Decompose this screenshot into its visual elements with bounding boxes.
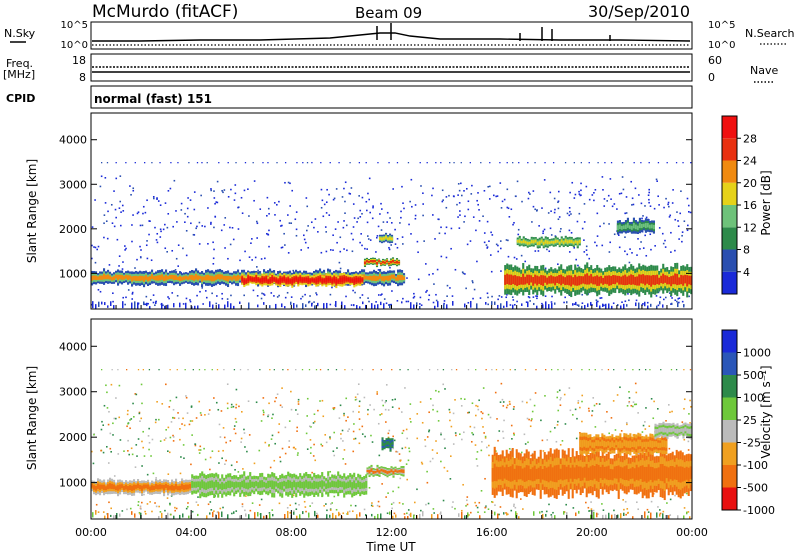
cpid-panel-frame [90, 85, 693, 109]
power-colorbar-segment [722, 138, 737, 161]
nsky-tick-bottom: 10^0 [61, 40, 88, 51]
velocity-colorbar-label: 500 [743, 369, 764, 382]
power-colorbar-label: 4 [743, 266, 750, 279]
power-patch-1 [378, 232, 394, 244]
velocity-region-0 [91, 477, 194, 497]
velocity-colorbar-label: 1000 [743, 347, 771, 360]
velocity-colorbar-segment [722, 352, 737, 375]
velocity-region-2 [491, 446, 692, 501]
velocity-patch-1 [381, 437, 394, 452]
nsky-panel-frame [90, 21, 693, 50]
power-ytick-label: 4000 [59, 134, 87, 147]
time-tick-label: 00:00 [75, 526, 107, 539]
power-patch-0 [363, 257, 401, 268]
power-patch-2 [516, 235, 581, 249]
velocity-colorbar-segment [722, 465, 737, 488]
power-colorbar-label: 16 [743, 199, 757, 212]
time-tick-label: 20:00 [576, 526, 608, 539]
power-colorbar-segment [722, 271, 737, 294]
velocity-colorbar-label: -100 [743, 459, 768, 472]
nsearch-tick-top: 10^5 [708, 20, 735, 31]
velocity-region-1 [191, 471, 368, 499]
time-tick-label: 08:00 [275, 526, 307, 539]
velocity-colorbar-label: 100 [743, 392, 764, 405]
velocity-ytick-label: 2000 [59, 431, 87, 444]
power-colorbar-label: 24 [743, 155, 757, 168]
nsky-trace [92, 32, 691, 42]
time-tick-label: 04:00 [175, 526, 207, 539]
velocity-colorbar-label: -500 [743, 482, 768, 495]
velocity-colorbar-segment [722, 442, 737, 465]
cpid-label: CPID [6, 92, 35, 105]
power-colorbar-segment [722, 116, 737, 139]
power-ytick-label: 1000 [59, 267, 87, 280]
velocity-colorbar-label: -25 [743, 437, 761, 450]
time-tick-label: 16:00 [476, 526, 508, 539]
beam-title: Beam 09 [355, 4, 422, 22]
velocity-colorbar: 1000 500 100 25 -25 -100 -500 -1000 [721, 329, 775, 517]
nsearch-label: N.Search [745, 27, 795, 40]
velocity-colorbar-segment [722, 375, 737, 398]
velocity-colorbar-segment [722, 397, 737, 420]
power-colorbar-label: 8 [743, 244, 750, 257]
velocity-colorbar-segment [722, 487, 737, 510]
power-colorbar-segment [722, 205, 737, 228]
nsky-spikes [376, 23, 611, 41]
power-colorbar-label: 28 [743, 132, 757, 145]
nsky-label: N.Sky [4, 27, 36, 40]
power-colorbar-segment [722, 160, 737, 183]
velocity-colorbar-segment [722, 330, 737, 353]
freq-panel-frame [90, 53, 693, 82]
nave-tick-top: 60 [708, 54, 722, 67]
power-colorbar-label: 12 [743, 221, 757, 234]
power-panel: 1000 2000 3000 4000 Slant Range [km] [25, 112, 693, 310]
power-colorbar-segment [722, 182, 737, 205]
time-tick-label: 12:00 [376, 526, 408, 539]
nave-label: Nave [750, 64, 778, 77]
velocity-colorbar-segment [722, 420, 737, 443]
nsky-tick-top: 10^5 [61, 20, 88, 31]
velocity-colorbar-label: Velocity [m s⁻¹] [759, 365, 773, 458]
power-colorbar-label: 20 [743, 177, 757, 190]
power-colorbar-label: Power [dB] [759, 170, 773, 235]
velocity-panel: 1000 2000 3000 4000 00:00 04:00 08:00 12:00 16:… [25, 305, 708, 554]
velocity-ytick-label: 3000 [59, 386, 87, 399]
nave-tick-bottom: 0 [708, 71, 715, 84]
date-title: 30/Sep/2010 [588, 2, 690, 21]
power-ytick-label: 2000 [59, 223, 87, 236]
freq-tick-bottom: 8 [79, 71, 86, 84]
power-region-2 [504, 262, 692, 298]
time-axis-label: Time UT [365, 540, 416, 554]
velocity-ytick-label: 4000 [59, 340, 87, 353]
velocity-ytick-label: 1000 [59, 477, 87, 490]
velocity-ylabel: Slant Range [km] [25, 366, 39, 470]
velocity-colorbar-label: -1000 [743, 504, 775, 517]
nsearch-tick-bottom: 10^0 [708, 40, 735, 51]
velocity-patch-3 [654, 421, 692, 440]
power-colorbar: 4 8 12 16 20 24 28 [721, 115, 757, 295]
freq-unit: [MHz] [3, 68, 35, 81]
power-region-1 [241, 272, 364, 289]
freq-label: Freq. [6, 57, 33, 70]
cpid-value: normal (fast) 151 [94, 92, 212, 106]
power-colorbar-segment [722, 227, 737, 250]
velocity-colorbar-label: 25 [743, 414, 757, 427]
power-ytick-label: 3000 [59, 178, 87, 191]
station-title: McMurdo (fitACF) [92, 2, 238, 22]
power-patch-3 [616, 217, 655, 235]
velocity-patch-0 [366, 464, 405, 478]
time-tick-label: 00:00 [676, 526, 708, 539]
power-colorbar-segment [722, 249, 737, 272]
velocity-patch-2 [579, 432, 668, 457]
freq-tick-top: 18 [72, 54, 86, 67]
power-ylabel: Slant Range [km] [25, 159, 39, 263]
